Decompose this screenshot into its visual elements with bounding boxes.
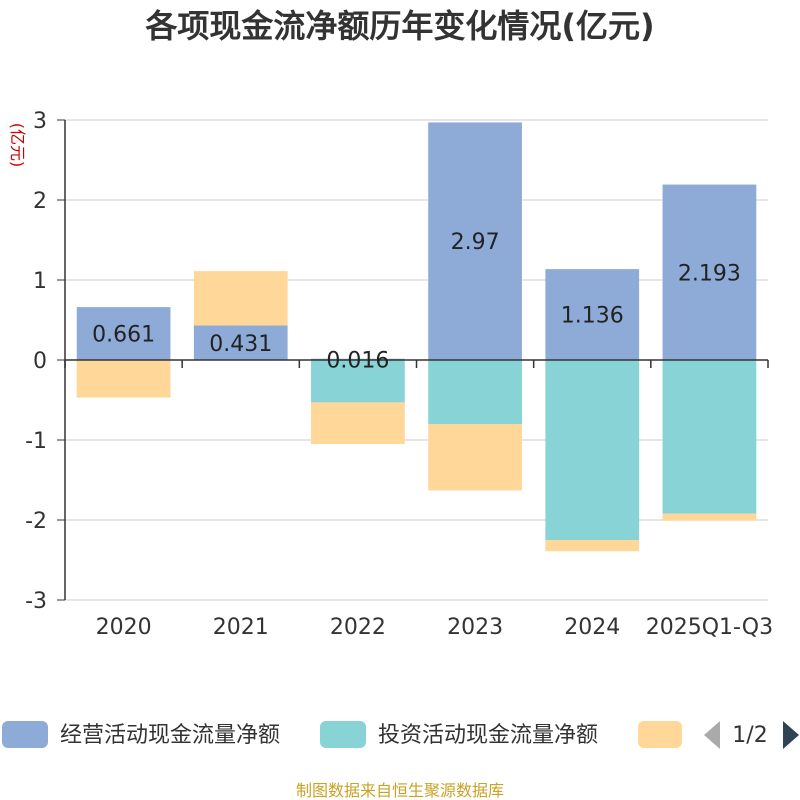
bar-value-label: 0.431 — [209, 332, 272, 357]
y-axis-unit: (亿元) — [8, 123, 27, 168]
bar-other — [428, 424, 522, 491]
bar-investing — [662, 360, 757, 514]
bar-operating — [193, 325, 288, 360]
legend-swatch-financing[interactable] — [638, 721, 682, 748]
bar-value-label: 1.136 — [561, 304, 624, 329]
legend-label-operating[interactable]: 经营活动现金流量净额 — [60, 723, 280, 748]
bar-investing — [311, 360, 405, 403]
bar-other — [311, 402, 405, 444]
chart-title: 各项现金流净额历年变化情况(亿元) — [145, 7, 654, 45]
bar-other — [76, 360, 171, 398]
y-tick-label: 2 — [33, 189, 47, 214]
bar-operating — [545, 269, 640, 360]
x-tick-label: 2022 — [330, 615, 386, 640]
bar-other — [545, 540, 640, 552]
bar-investing — [428, 360, 522, 424]
bar-other — [193, 271, 288, 326]
bar-value-label: 0.016 — [326, 348, 389, 373]
y-tick-label: -3 — [25, 589, 47, 614]
legend-swatch-operating[interactable] — [2, 721, 48, 748]
data-source-note: 制图数据来自恒生聚源数据库 — [296, 781, 504, 800]
y-tick-label: 1 — [33, 269, 47, 294]
y-tick-label: 3 — [33, 109, 47, 134]
x-tick-labels: 2020 2021 2022 2023 2024 2025Q1-Q3 — [96, 615, 774, 640]
bar-operating — [662, 184, 757, 360]
bars — [76, 122, 757, 552]
y-tick-label: 0 — [33, 349, 47, 374]
x-tick-label: 2024 — [564, 615, 620, 640]
x-tick-label: 2023 — [447, 615, 503, 640]
legend: 经营活动现金流量净额 投资活动现金流量净额 1/2 — [2, 721, 799, 749]
x-tick-label: 2025Q1-Q3 — [646, 615, 773, 640]
bar-value-label: 2.193 — [678, 261, 741, 286]
triangle-left-icon[interactable] — [704, 721, 720, 749]
triangle-right-icon[interactable] — [783, 721, 799, 749]
bar-investing — [545, 360, 640, 540]
axes — [64, 120, 769, 600]
bar-operating — [428, 122, 522, 361]
y-tick-labels: 3 2 1 0 -1 -2 -3 — [25, 109, 47, 614]
bar-value-label: 2.97 — [451, 230, 500, 255]
gridlines — [57, 119, 768, 601]
data-labels: 0.661 0.431 0.016 2.97 1.136 2.193 — [92, 230, 741, 373]
bar-value-label: 0.661 — [92, 323, 155, 348]
x-tick-label: 2021 — [213, 615, 269, 640]
legend-page-indicator: 1/2 — [732, 723, 767, 748]
x-tick-label: 2020 — [96, 615, 152, 640]
legend-label-investing[interactable]: 投资活动现金流量净额 — [378, 723, 598, 748]
bar-operating — [76, 307, 171, 360]
y-tick-label: -2 — [25, 509, 47, 534]
y-tick-label: -1 — [25, 429, 47, 454]
legend-swatch-investing[interactable] — [320, 721, 366, 748]
bar-other — [662, 513, 757, 521]
